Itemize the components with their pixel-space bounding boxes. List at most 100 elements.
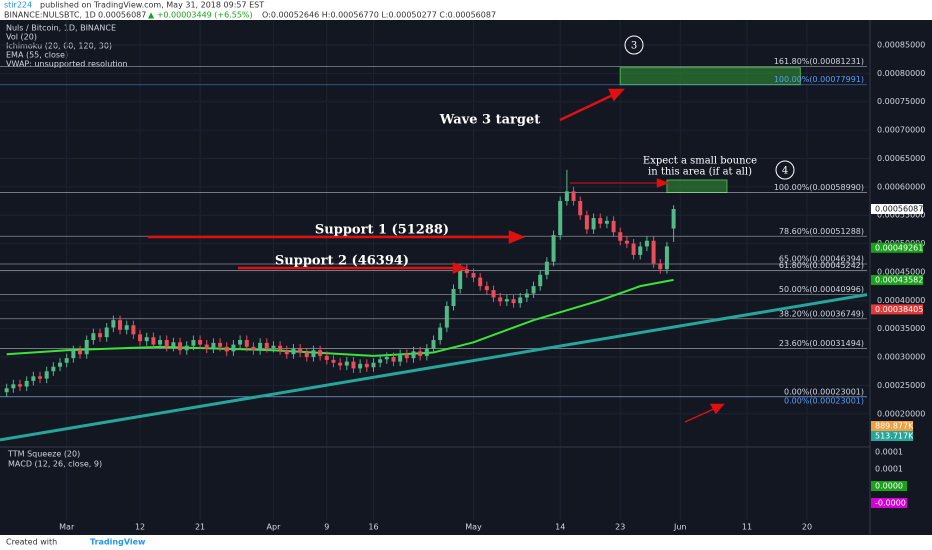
x-tick-label: 20 bbox=[802, 523, 812, 532]
candle-body bbox=[238, 340, 243, 345]
candle-body bbox=[531, 286, 536, 294]
y-tick-label: 0.00070000 bbox=[877, 126, 925, 135]
price-label-box bbox=[871, 274, 923, 285]
wave-number: 4 bbox=[782, 166, 788, 177]
candle-body bbox=[571, 191, 576, 202]
candle-body bbox=[638, 246, 643, 255]
x-tick-label: May bbox=[465, 523, 482, 532]
candle-body bbox=[358, 363, 363, 369]
candle-body bbox=[218, 342, 223, 347]
x-tick-label: 23 bbox=[615, 523, 625, 532]
macd-label-box bbox=[871, 464, 907, 474]
annotation: Expect a small bounce bbox=[643, 156, 757, 167]
candle-body bbox=[324, 355, 329, 360]
candle-body bbox=[38, 376, 43, 379]
y-tick-label: 0.00030000 bbox=[877, 353, 925, 362]
fib-label: 65.00%(0.00046394) bbox=[779, 255, 864, 264]
fib-label: 50.00%(0.00040996) bbox=[779, 285, 864, 294]
annotation: in this area (if at all) bbox=[648, 167, 752, 178]
macd-label: MACD (12, 26, close, 9) bbox=[8, 460, 102, 469]
y-tick-label: 0.00055000 bbox=[877, 211, 925, 220]
price-label-box bbox=[871, 242, 923, 253]
footer-text: Created with bbox=[6, 538, 57, 547]
candle-body bbox=[91, 333, 96, 341]
candle-body bbox=[478, 277, 483, 287]
candle-body bbox=[298, 348, 303, 353]
candle-body bbox=[24, 380, 29, 387]
candle-body bbox=[511, 299, 516, 304]
candle-body bbox=[31, 376, 36, 381]
indicator-line bbox=[0, 293, 868, 442]
candle-body bbox=[211, 342, 216, 349]
candle-body bbox=[484, 286, 489, 291]
candle-body bbox=[318, 350, 323, 356]
symbol: BINANCE:NULSBTC, 1D bbox=[4, 11, 96, 20]
y-tick-label: 0.00020000 bbox=[877, 409, 925, 418]
author[interactable]: stir224 bbox=[4, 1, 32, 10]
arrowhead bbox=[709, 403, 725, 415]
fib-label: 78.60%(0.00051288) bbox=[779, 227, 864, 236]
candle-body bbox=[598, 218, 603, 224]
candle-body bbox=[538, 274, 543, 287]
legend-item: Nuls / Bitcoin, 1D, BINANCE bbox=[6, 24, 116, 33]
price-label: 0.00056087 bbox=[875, 205, 923, 214]
candle-body bbox=[398, 354, 403, 362]
wave-number: 3 bbox=[631, 41, 637, 52]
fib-label: 38.20%(0.00036749) bbox=[779, 309, 864, 318]
arrowhead bbox=[656, 178, 670, 188]
candle-body bbox=[178, 342, 183, 351]
candle-body bbox=[658, 263, 663, 270]
candle-body bbox=[18, 384, 23, 387]
volume-label: 513.717K bbox=[875, 432, 914, 441]
candle-body bbox=[44, 371, 49, 379]
candle-body bbox=[671, 209, 676, 229]
candle-body bbox=[651, 240, 656, 264]
volume-label: 889.877K bbox=[875, 422, 914, 431]
last-price: 0.00056087 bbox=[98, 11, 146, 20]
y-tick-label: 0.00065000 bbox=[877, 154, 925, 163]
candle-body bbox=[171, 342, 176, 347]
candle-body bbox=[151, 337, 156, 345]
candle-body bbox=[58, 362, 63, 367]
fib-label: 61.80%(0.00045242) bbox=[779, 261, 864, 270]
candle-body bbox=[471, 273, 476, 278]
candle-body bbox=[164, 340, 169, 347]
candle-body bbox=[371, 362, 376, 368]
fib-label: 0.00%(0.00023001) bbox=[784, 396, 864, 405]
candle-body bbox=[431, 340, 436, 349]
candle-body bbox=[424, 348, 429, 356]
price-label: 0.00049261 bbox=[875, 243, 923, 252]
footer-brand[interactable]: TradingView bbox=[90, 538, 146, 547]
macd-label-box bbox=[871, 498, 907, 508]
arrows bbox=[148, 88, 725, 423]
legend-item: EMA (55, close) bbox=[6, 51, 68, 60]
candle-body bbox=[191, 340, 196, 346]
candle-body bbox=[204, 344, 209, 349]
macd-label-box bbox=[871, 481, 907, 491]
candle-body bbox=[578, 201, 583, 216]
candle-body bbox=[331, 359, 336, 363]
candle-body bbox=[438, 327, 443, 341]
candle-body bbox=[71, 350, 76, 359]
y-tick-label: 0.00040000 bbox=[877, 296, 925, 305]
candle-body bbox=[504, 299, 509, 302]
candle-body bbox=[84, 340, 89, 355]
y-tick-label: 0.00080000 bbox=[877, 69, 925, 78]
candle-body bbox=[611, 220, 616, 233]
candle-body bbox=[158, 340, 163, 345]
wave-circle bbox=[624, 35, 644, 55]
candle-body bbox=[284, 350, 289, 355]
candle-body bbox=[451, 288, 456, 306]
fib-label: 23.60%(0.00031494) bbox=[779, 339, 864, 348]
candle-body bbox=[364, 363, 369, 368]
candle-body bbox=[278, 345, 283, 351]
fib-label: 100.00%(0.00077991) bbox=[774, 75, 864, 84]
candle-body bbox=[224, 346, 229, 352]
y-tick-label: 0.00075000 bbox=[877, 97, 925, 106]
candle-body bbox=[144, 337, 149, 342]
y-tick-label: 0.00085000 bbox=[877, 40, 925, 49]
candle-body bbox=[418, 351, 423, 356]
candle-body bbox=[464, 269, 469, 274]
macd-label: 0.0000 bbox=[875, 482, 903, 491]
